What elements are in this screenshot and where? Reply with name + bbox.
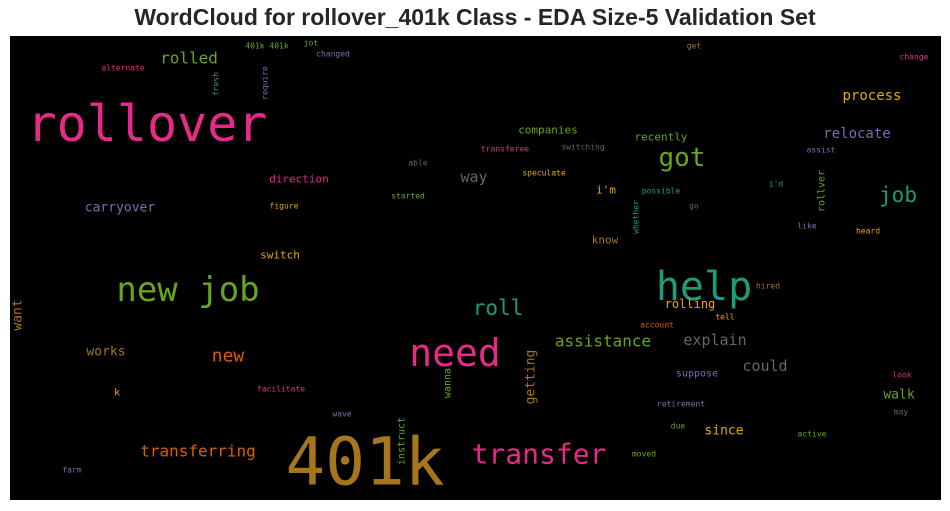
word-change: change [900,53,929,62]
word-recently: recently [635,131,688,144]
word-alternate: alternate [101,64,145,73]
word-carryover: carryover [85,201,156,216]
word-heard: heard [856,227,880,236]
word-i-d: i'd [769,180,784,189]
word-assist: assist [807,146,836,155]
word-wave: wave [332,410,351,419]
word-transfer: transfer [472,438,607,471]
word-able: able [408,159,427,168]
word-help: help [656,264,752,310]
word-need: need [409,331,501,375]
word-instruct: instruct [397,417,408,465]
word-due: due [671,422,686,431]
word-rolled: rolled [160,49,218,68]
word-new-job: new job [116,270,259,310]
word-401k-401k: 401k 401k [245,42,289,51]
word-changed: changed [316,50,350,59]
word-fresh: fresh [212,72,221,96]
word-got: got [659,143,706,173]
word-i-m: i'm [596,184,616,197]
word-could: could [742,357,787,375]
word-moved: moved [632,450,656,459]
word-rollover: rollover [27,95,268,153]
word-hired: hired [756,282,780,291]
word-way: way [460,168,487,186]
word-switching: switching [561,143,605,152]
word-figure: figure [270,202,299,211]
word-getting: getting [524,350,539,405]
word-since: since [704,424,743,439]
word-direction: direction [269,173,329,186]
word-speculate: speculate [522,169,566,178]
word-know: know [592,234,619,247]
word-job: job [879,183,917,207]
chart-title: WordCloud for rollover_401k Class - EDA … [134,4,816,30]
word-started: started [391,192,425,201]
word-switch: switch [260,249,300,262]
word-wanna: wanna [443,368,454,398]
word-require: require [261,66,270,100]
word-401k: 401k [286,424,445,501]
word-relocate: relocate [823,126,890,142]
word-rolling: rolling [665,297,716,311]
word-rollver: rollver [817,170,828,212]
word-transferee: transferee [481,145,529,154]
word-process: process [842,88,901,104]
word-like: like [797,222,816,231]
word-account: account [640,321,674,330]
word-k: k [114,388,120,399]
word-transferring: transferring [140,442,256,461]
word-want: want [11,299,26,330]
word-active: active [798,430,827,439]
word-walk: walk [883,388,914,403]
word-farm: farm [62,466,81,475]
word-possible: possible [642,187,681,196]
word-new: new [212,346,245,367]
word-whether: whether [632,200,641,234]
word-works: works [86,345,125,360]
word-tell: tell [715,313,734,322]
word-look: look [892,371,911,380]
wordcloud-canvas: 401k rollover need help new job transfer got jo… [10,36,941,500]
word-suppose: suppose [676,369,718,380]
word-facilitate: facilitate [257,385,305,394]
word-get: get [687,42,702,51]
word-go: go [689,202,699,211]
wordcloud-svg: 401k rollover need help new job transfer got jo… [11,39,929,501]
word-companies: companies [518,124,578,137]
word-may: may [894,408,909,417]
word-retirement: retirement [657,400,705,409]
word-jot: jot [304,39,319,48]
word-assistance: assistance [555,332,651,351]
word-roll: roll [473,296,524,320]
word-explain: explain [683,331,746,349]
